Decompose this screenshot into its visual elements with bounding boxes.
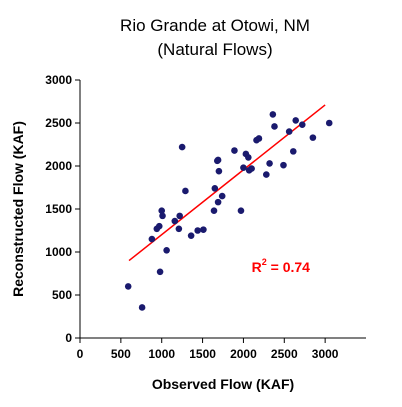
- data-point: [159, 212, 166, 220]
- data-point: [289, 148, 297, 155]
- x-tick-label: 2000: [230, 347, 257, 361]
- x-tick-label: 1000: [148, 347, 175, 361]
- y-axis-label: Reconstructed Flow (KAF): [10, 121, 26, 297]
- data-point: [178, 143, 186, 151]
- data-point: [309, 134, 317, 141]
- x-ticks: 0 500 1000 1500 2000 2500 3000: [77, 338, 339, 361]
- x-tick-label: 500: [111, 347, 131, 361]
- r2-value: = 0.74: [267, 259, 310, 275]
- data-point: [194, 227, 201, 234]
- r2-sup: 2: [262, 257, 267, 267]
- y-tick-label: 500: [52, 288, 72, 302]
- data-points: [124, 111, 333, 311]
- data-point: [271, 123, 278, 130]
- data-point: [187, 232, 195, 239]
- y-tick-label: 1000: [45, 245, 72, 259]
- data-point: [245, 154, 252, 161]
- data-point: [285, 128, 293, 135]
- data-point: [176, 212, 183, 220]
- data-point: [214, 198, 222, 206]
- data-point: [148, 235, 156, 243]
- data-point: [298, 121, 306, 129]
- data-point: [280, 161, 287, 169]
- x-tick-label: 2500: [271, 347, 298, 361]
- data-point: [175, 225, 183, 233]
- trendline: [128, 104, 326, 262]
- data-point: [211, 185, 219, 192]
- data-point: [269, 111, 277, 118]
- data-point: [237, 207, 245, 215]
- y-tick-label: 3000: [45, 73, 72, 87]
- data-point: [292, 117, 300, 124]
- data-point: [156, 268, 164, 276]
- data-point: [255, 135, 263, 142]
- data-point: [214, 156, 222, 164]
- x-tick-label: 3000: [312, 347, 339, 361]
- x-tick-label: 0: [77, 347, 84, 361]
- x-tick-label: 1500: [189, 347, 216, 361]
- r-squared-annotation: R2 = 0.74: [252, 257, 311, 275]
- y-tick-label: 0: [65, 331, 72, 345]
- data-point: [231, 147, 238, 154]
- y-tick-label: 2500: [45, 116, 72, 130]
- data-point: [155, 222, 163, 230]
- data-point: [182, 187, 189, 195]
- chart-title: Rio Grande at Otowi, NM: [120, 16, 310, 35]
- y-tick-label: 1500: [45, 202, 72, 216]
- data-point: [215, 167, 223, 175]
- data-point: [325, 119, 333, 127]
- data-point: [240, 164, 247, 172]
- data-point: [138, 304, 146, 311]
- data-point: [263, 171, 270, 178]
- y-ticks: 0 500 1000 1500 2000 2500 3000: [45, 73, 80, 345]
- plot-area: [79, 80, 366, 339]
- r2-prefix: R: [252, 259, 262, 275]
- chart-subtitle: (Natural Flows): [157, 40, 272, 59]
- data-point: [266, 160, 273, 167]
- y-tick-label: 2000: [45, 159, 72, 173]
- data-point: [200, 226, 207, 233]
- data-point: [248, 165, 255, 172]
- data-point: [171, 217, 179, 225]
- data-point: [124, 283, 132, 290]
- data-point: [218, 192, 226, 200]
- data-point: [210, 207, 218, 215]
- data-point: [158, 207, 166, 215]
- x-axis-label: Observed Flow (KAF): [152, 376, 294, 392]
- data-point: [163, 246, 170, 254]
